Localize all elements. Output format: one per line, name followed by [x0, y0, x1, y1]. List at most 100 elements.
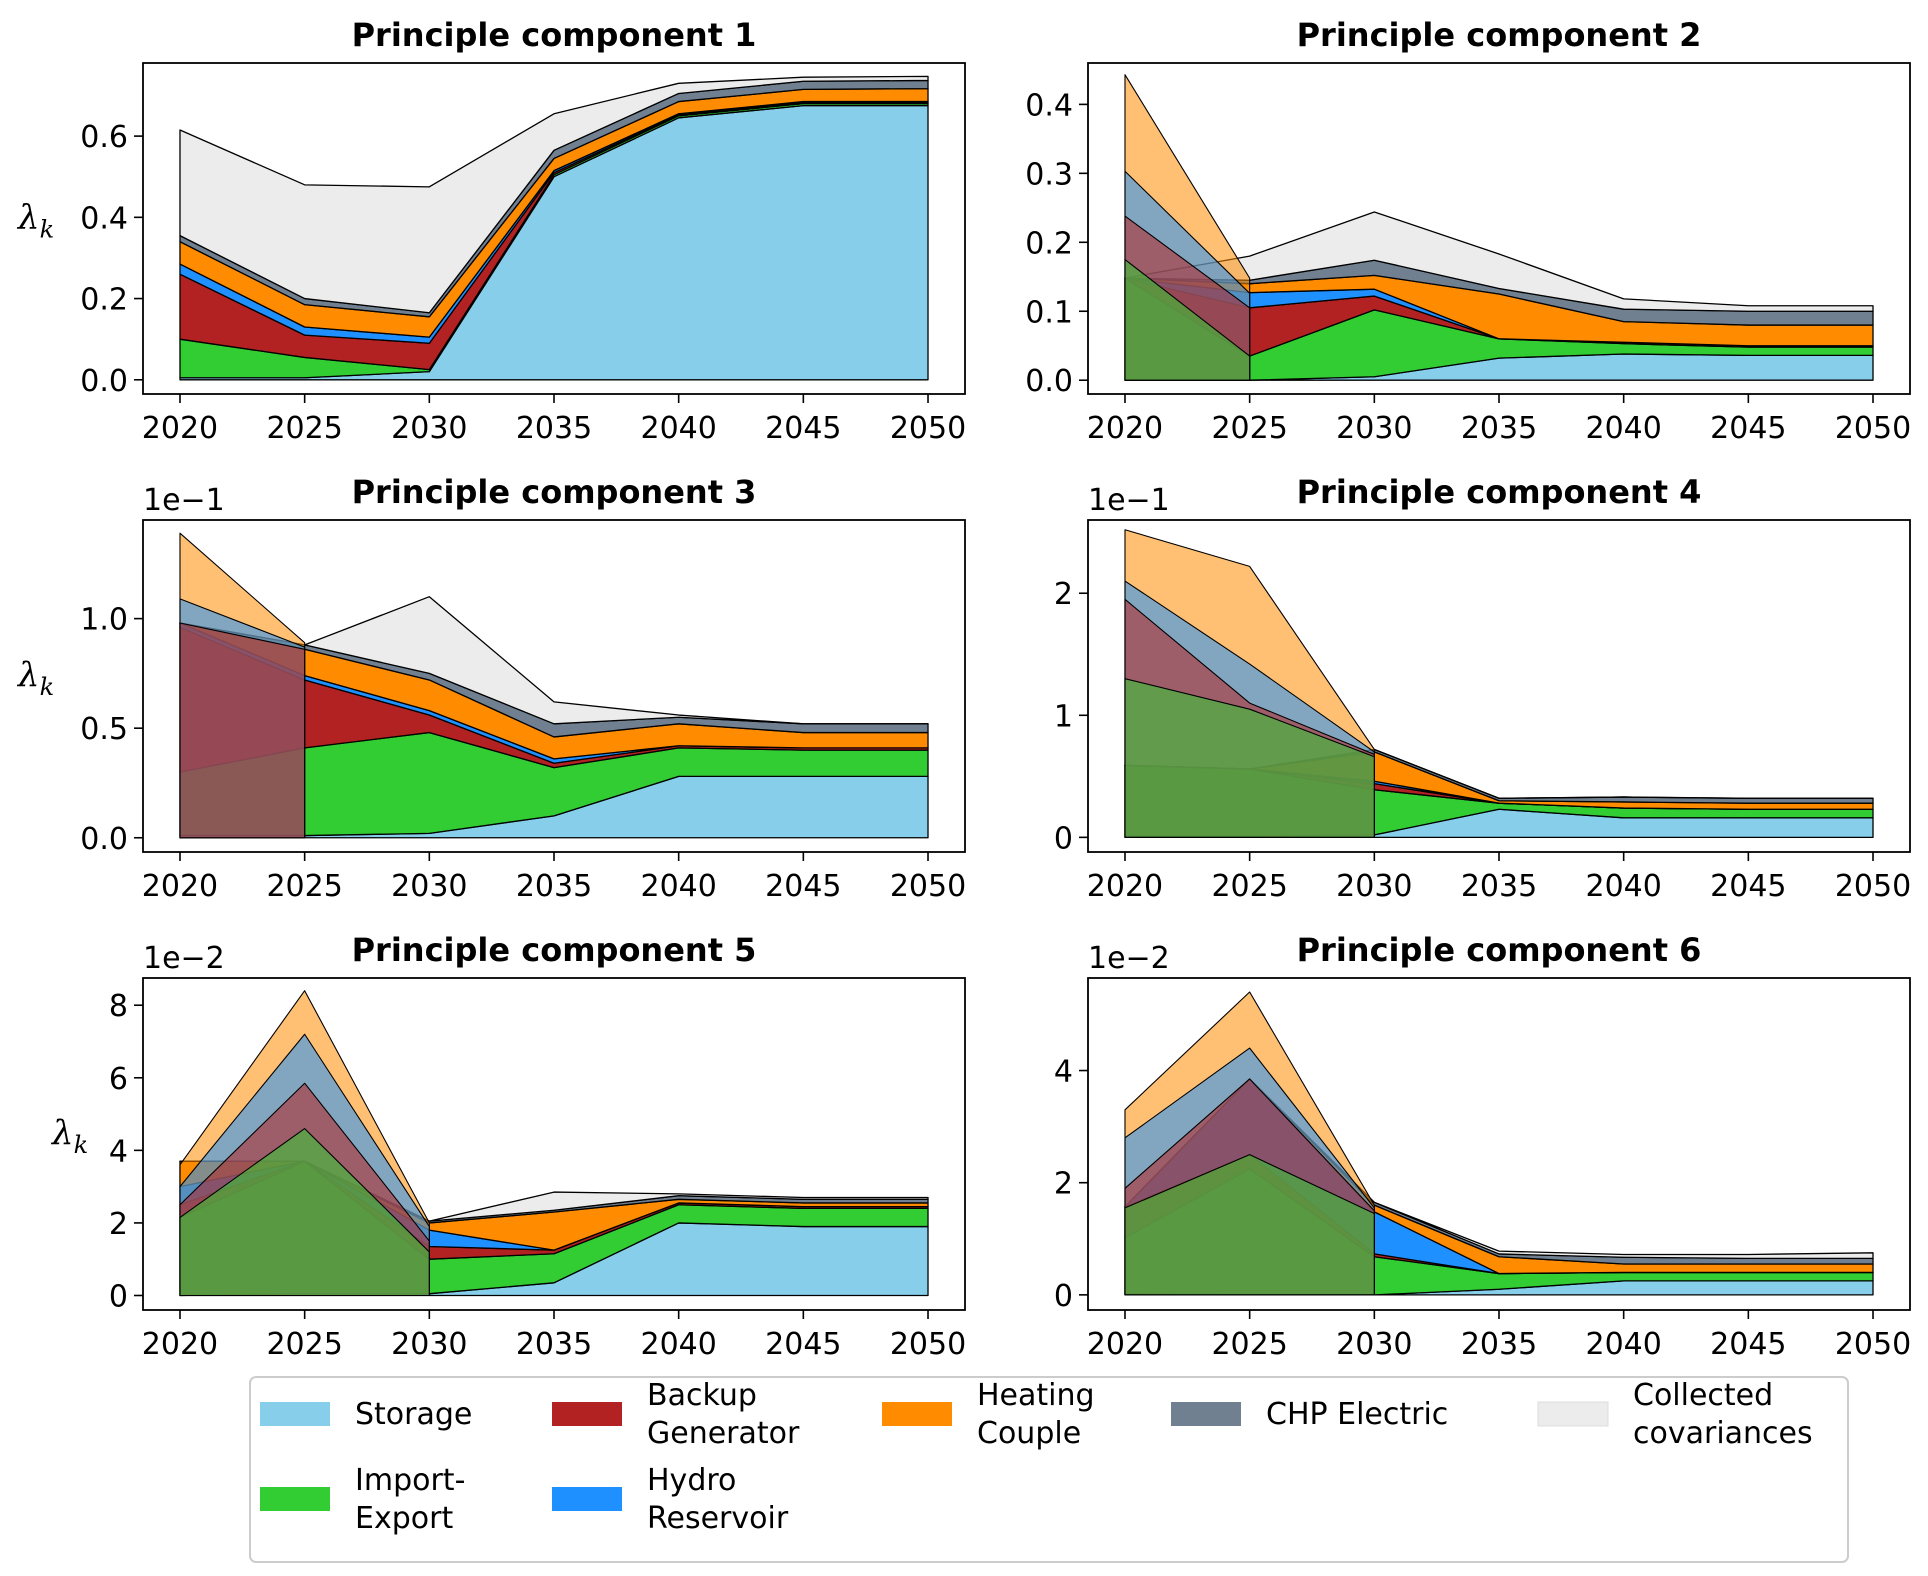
y-tick-label: 1: [1054, 699, 1073, 734]
y-tick-label: 0.6: [80, 120, 128, 155]
legend-label: Collected: [1633, 1378, 1773, 1413]
y-tick-label: 0.4: [1025, 88, 1073, 123]
x-tick-label: 2035: [516, 1327, 592, 1362]
x-tick-label: 2050: [890, 869, 966, 904]
x-tick-label: 2040: [1585, 411, 1661, 446]
x-tick-label: 2050: [1835, 411, 1911, 446]
chart-panel-2: 2020 2025 2030 2035 2040 2045 2050 0.0 0.1 0.2 0.3…: [1025, 16, 1911, 446]
chart-panel-3: 2020 2025 2030 2035 2040 2045 2050 0.0 0.5 1.0 Pri…: [16, 473, 966, 904]
y-tick-label: 0.2: [80, 283, 128, 318]
x-tick-label: 2035: [516, 411, 592, 446]
x-tick-label: 2030: [1336, 411, 1412, 446]
x-tick-label: 2020: [142, 869, 218, 904]
y-tick-label: 0.2: [1025, 226, 1073, 261]
x-tick-label: 2040: [640, 411, 716, 446]
y-tick-label: 1.0: [80, 603, 128, 638]
y-tick-label: 2: [1054, 1167, 1073, 1202]
chart-title-pc2: Principle component 2: [1297, 16, 1702, 54]
x-tick-label: 2045: [1710, 411, 1786, 446]
x-tick-label: 2025: [266, 869, 342, 904]
x-tick-label: 2030: [1336, 869, 1412, 904]
y-tick-label: 0.0: [1025, 364, 1073, 399]
chart-title-pc3: Principle component 3: [352, 473, 757, 511]
x-tick-label: 2035: [1461, 1327, 1537, 1362]
legend-label: covariances: [1633, 1416, 1813, 1451]
y-axis-label-pc1: λk: [16, 198, 54, 244]
x-tick-label: 2025: [1211, 869, 1287, 904]
chart-panel-5: 2020 2025 2030 2035 2040 2045 2050 0 2 4 6 8 Princip…: [50, 931, 966, 1362]
legend-label: Export: [355, 1501, 453, 1536]
legend-swatch: [1171, 1402, 1241, 1426]
y-axis-label-pc5: λk: [50, 1113, 88, 1159]
chart-panel-6: 2020 2025 2030 2035 2040 2045 2050 0 2 4 Principle…: [1054, 931, 1911, 1362]
x-tick-label: 2025: [266, 411, 342, 446]
x-tick-label: 2040: [640, 869, 716, 904]
y-tick-label: 8: [109, 989, 128, 1024]
y-tick-label: 0.1: [1025, 295, 1073, 330]
y-tick-label: 4: [1054, 1055, 1073, 1090]
overlay-import-export-pc5: [179, 1128, 430, 1297]
x-tick-label: 2045: [765, 869, 841, 904]
charts-grid: 2020 2025 2030 2035 2040 2045 20500.00.20.40.6…: [16, 16, 1911, 1362]
overlay-import-export-pc4: [1124, 678, 1375, 838]
x-tick-label: 2035: [1461, 869, 1537, 904]
chart-panel-4: 2020 2025 2030 2035 2040 2045 2050 0 1 2 Principle…: [1054, 473, 1911, 904]
x-tick-label: 2045: [1710, 869, 1786, 904]
legend-label: Heating: [977, 1378, 1095, 1413]
chart-title-pc1: Principle component 1: [352, 16, 757, 54]
area-collected-covariances-pc3: [179, 596, 929, 725]
chart-title-pc5: Principle component 5: [352, 931, 757, 969]
y-exponent-pc5: 1e−2: [143, 941, 225, 976]
area-collected-covariances-pc1: [179, 75, 929, 314]
legend-frame: [249, 1376, 1849, 1563]
y-tick-label: 0.0: [80, 822, 128, 857]
x-tick-label: 2020: [1087, 411, 1163, 446]
x-tick-label: 2040: [1585, 1327, 1661, 1362]
x-tick-label: 2035: [1461, 411, 1537, 446]
legend-label: Backup: [647, 1378, 757, 1413]
y-tick-label: 0.4: [80, 201, 128, 236]
legend-label: Reservoir: [647, 1501, 789, 1536]
x-tick-label: 2030: [391, 411, 467, 446]
legend-label: Generator: [647, 1416, 800, 1451]
y-tick-label: 0.3: [1025, 157, 1073, 192]
x-tick-label: 2045: [765, 411, 841, 446]
y-tick-label: 0: [1054, 1279, 1073, 1314]
legend-item-chp-electric: CHP Electric: [1171, 1397, 1448, 1432]
y-tick-label: 0.0: [80, 364, 128, 399]
y-axis-label-pc3: λk: [16, 655, 54, 701]
legend-swatch: [552, 1402, 622, 1426]
y-exponent-pc4: 1e−1: [1088, 483, 1170, 518]
legend-label: Hydro: [647, 1463, 736, 1498]
x-tick-label: 2030: [391, 1327, 467, 1362]
x-tick-label: 2020: [142, 411, 218, 446]
x-tick-label: 2035: [516, 869, 592, 904]
y-tick-label: 2: [109, 1207, 128, 1242]
y-exponent-pc3: 1e−1: [143, 483, 225, 518]
x-tick-label: 2025: [1211, 1327, 1287, 1362]
legend-swatch: [552, 1487, 622, 1511]
legend-label: Storage: [355, 1397, 472, 1432]
x-tick-label: 2025: [1211, 411, 1287, 446]
legend-item-storage: Storage: [260, 1397, 472, 1432]
legend-swatch: [1537, 1401, 1609, 1427]
y-tick-label: 0: [109, 1279, 128, 1314]
x-tick-label: 2045: [765, 1327, 841, 1362]
chart-panel-1: 2020 2025 2030 2035 2040 2045 2050 0.0 0.2 0.4 0.6…: [16, 16, 966, 446]
x-tick-label: 2040: [1585, 869, 1661, 904]
x-tick-label: 2040: [640, 1327, 716, 1362]
x-tick-label: 2025: [266, 1327, 342, 1362]
chart-title-pc6: Principle component 6: [1297, 931, 1702, 969]
y-tick-label: 2: [1054, 577, 1073, 612]
x-tick-label: 2030: [391, 869, 467, 904]
legend-swatch: [260, 1402, 330, 1426]
area-collected-covariances-pc2: [1124, 211, 1874, 312]
area-collected-covariances-pc5: [179, 1160, 929, 1222]
y-exponent-pc6: 1e−2: [1088, 941, 1170, 976]
legend-label: Couple: [977, 1416, 1081, 1451]
